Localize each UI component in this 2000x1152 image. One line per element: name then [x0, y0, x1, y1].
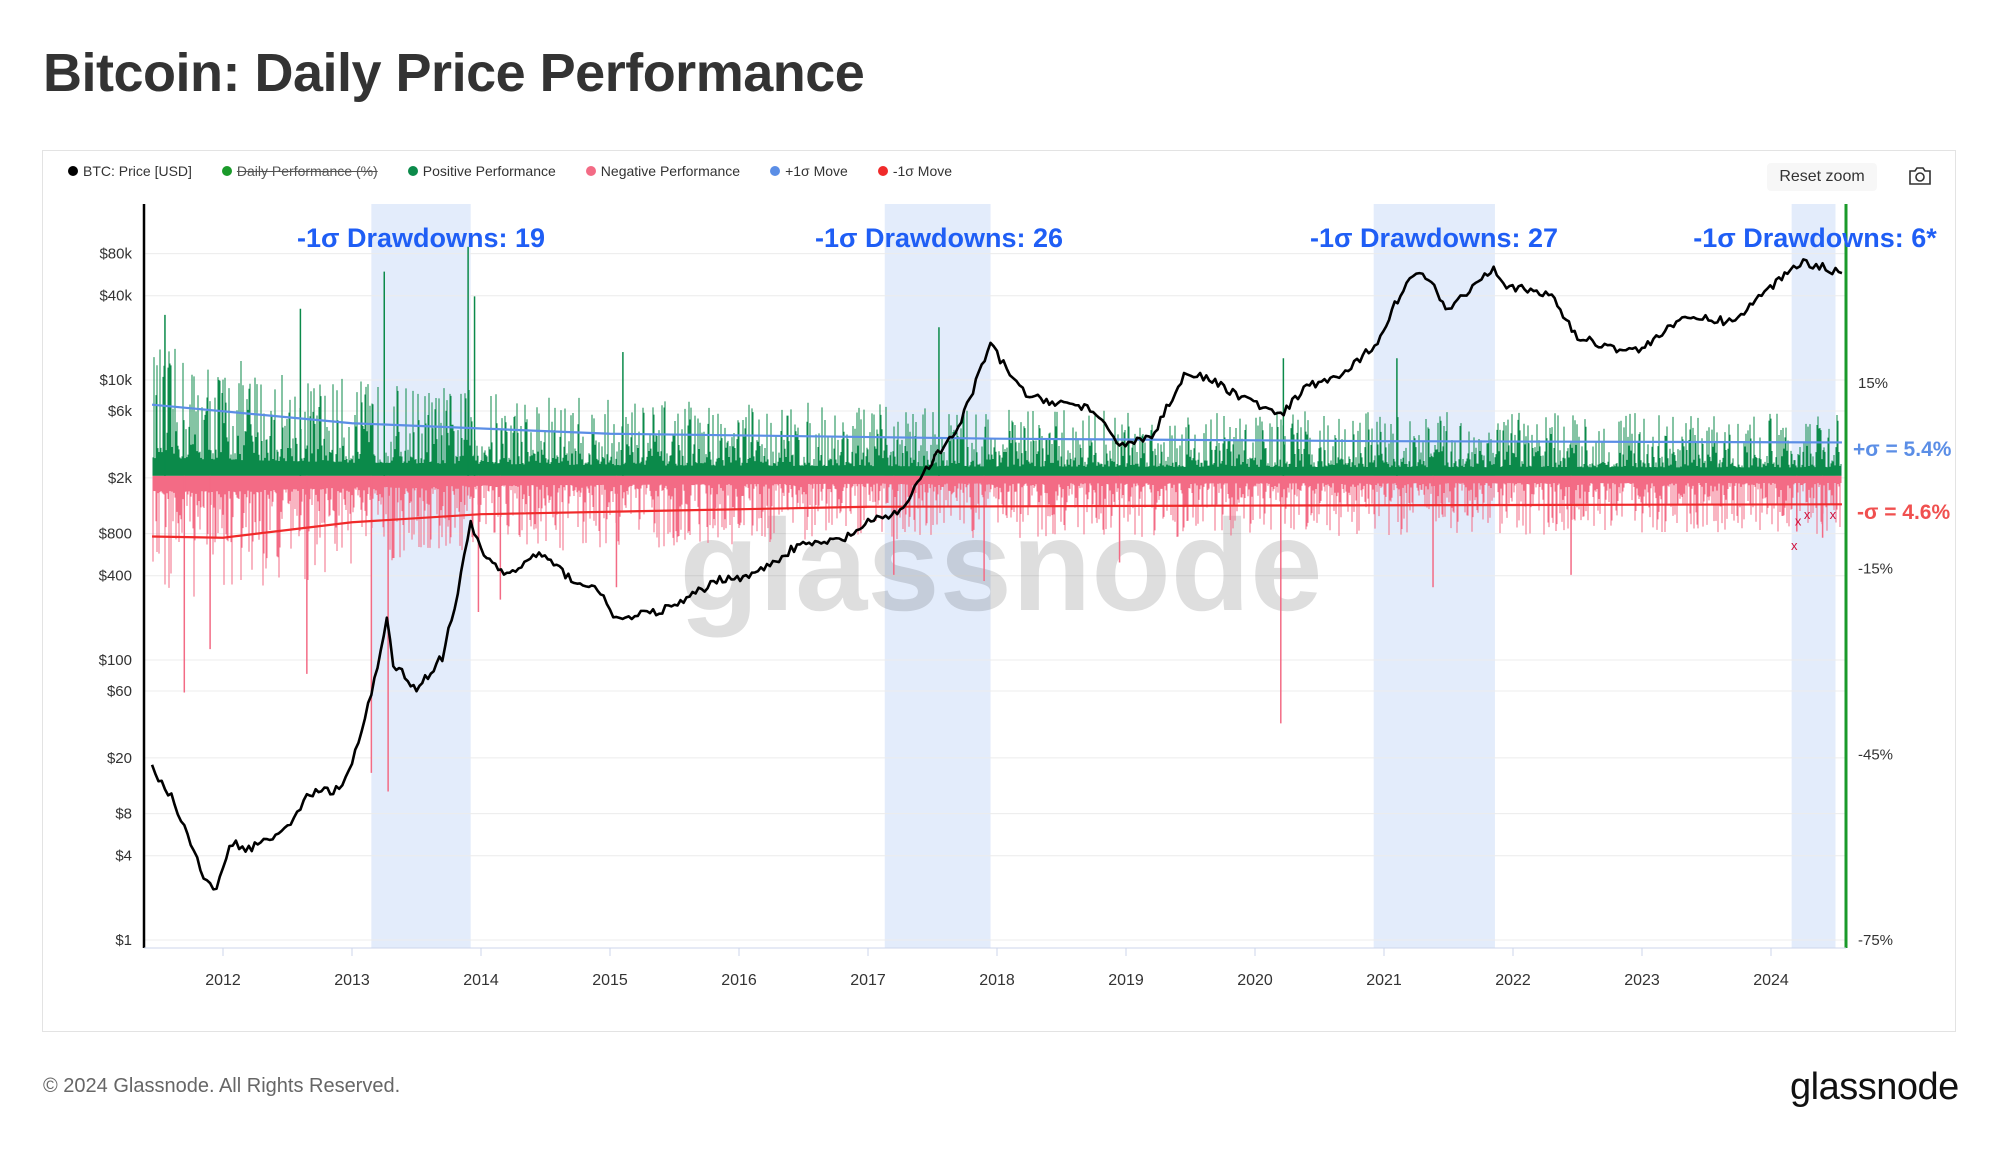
- legend-item-daily-performance[interactable]: Daily Performance (%): [221, 163, 378, 179]
- x-tick-label: 2014: [463, 972, 499, 989]
- y-tick-label: $8: [115, 806, 132, 823]
- legend-label: -1σ Move: [892, 163, 953, 179]
- legend-dot: [877, 166, 888, 176]
- drawdown-count-annotation: -1σ Drawdowns: 6*: [1693, 223, 1937, 253]
- y-tick-label: $1: [115, 932, 132, 949]
- legend-dot: [221, 166, 232, 176]
- glassnode-logo: glassnode: [1790, 1066, 1959, 1108]
- legend-dot: [407, 166, 418, 176]
- legend-item-plus-sigma[interactable]: +1σ Move: [770, 163, 848, 179]
- y-tick-label: $2k: [108, 470, 133, 487]
- legend-label: BTC: Price [USD]: [83, 163, 192, 179]
- minus-sigma-line: [152, 503, 1842, 539]
- x-tick-label: 2024: [1753, 972, 1789, 989]
- legend-item-btc-price[interactable]: BTC: Price [USD]: [68, 163, 192, 179]
- y-tick-label: $4: [115, 848, 132, 865]
- right-y-tick-label: 15%: [1858, 375, 1888, 392]
- y-tick-label: $10k: [99, 372, 132, 389]
- x-tick-label: 2013: [334, 972, 370, 989]
- drawdown-count-annotation: -1σ Drawdowns: 27: [1310, 223, 1558, 253]
- y-tick-label: $800: [99, 526, 132, 543]
- right-y-tick-label: -15%: [1858, 561, 1893, 578]
- y-tick-label: $6k: [108, 403, 133, 420]
- chart-card: [42, 150, 1956, 1032]
- legend-label: Daily Performance (%): [236, 163, 378, 179]
- legend-item-negative-performance[interactable]: Negative Performance: [585, 163, 741, 179]
- x-tick-label: 2015: [592, 972, 628, 989]
- watermark: glassnode: [680, 492, 1323, 638]
- x-tick-label: 2021: [1366, 972, 1402, 989]
- legend-label: +1σ Move: [785, 163, 848, 179]
- y-tick-label: $100: [99, 652, 132, 669]
- x-tick-label: 2020: [1237, 972, 1273, 989]
- reset-zoom-button[interactable]: Reset zoom: [1767, 163, 1877, 191]
- drawdown-marker: x: [1791, 538, 1798, 553]
- x-tick-label: 2019: [1108, 972, 1144, 989]
- x-tick-label: 2016: [721, 972, 757, 989]
- y-tick-label: $400: [99, 568, 132, 585]
- page-title: Bitcoin: Daily Price Performance: [43, 43, 865, 103]
- y-tick-label: $60: [107, 683, 132, 700]
- legend-dot: [585, 166, 596, 176]
- drawdown-marker: x: [1795, 513, 1802, 528]
- x-tick-label: 2018: [979, 972, 1015, 989]
- y-tick-label: $80k: [99, 246, 132, 263]
- legend-label: Positive Performance: [422, 163, 556, 179]
- camera-icon[interactable]: [1908, 166, 1932, 186]
- legend-dot: [68, 166, 78, 176]
- drawdown-marker: x: [1804, 507, 1811, 522]
- performance-bars: [152, 348, 1842, 597]
- right-y-tick-label: -45%: [1858, 746, 1893, 763]
- legend-item-positive-performance[interactable]: Positive Performance: [407, 163, 556, 179]
- legend: BTC: Price [USD] Daily Performance (%) P…: [68, 163, 952, 179]
- legend-item-minus-sigma[interactable]: -1σ Move: [877, 163, 953, 179]
- x-tick-label: 2017: [850, 972, 886, 989]
- plus-sigma-line: [151, 403, 1842, 444]
- legend-dot: [770, 166, 781, 176]
- drawdown-count-annotation: -1σ Drawdowns: 19: [297, 223, 545, 253]
- y-tick-label: $20: [107, 750, 132, 767]
- drawdown-marker: x: [1830, 507, 1837, 522]
- x-tick-label: 2023: [1624, 972, 1660, 989]
- drawdown-count-annotation: -1σ Drawdowns: 26: [815, 223, 1063, 253]
- btc-price-line: [150, 258, 1843, 891]
- minus-sigma-label: -σ = 4.6%: [1857, 501, 1950, 524]
- x-tick-label: 2012: [205, 972, 241, 989]
- legend-label: Negative Performance: [600, 163, 741, 179]
- plus-sigma-label: +σ = 5.4%: [1853, 438, 1952, 461]
- x-tick-label: 2022: [1495, 972, 1531, 989]
- right-y-tick-label: -75%: [1858, 932, 1893, 949]
- copyright-text: © 2024 Glassnode. All Rights Reserved.: [43, 1075, 401, 1097]
- y-tick-label: $40k: [99, 288, 132, 305]
